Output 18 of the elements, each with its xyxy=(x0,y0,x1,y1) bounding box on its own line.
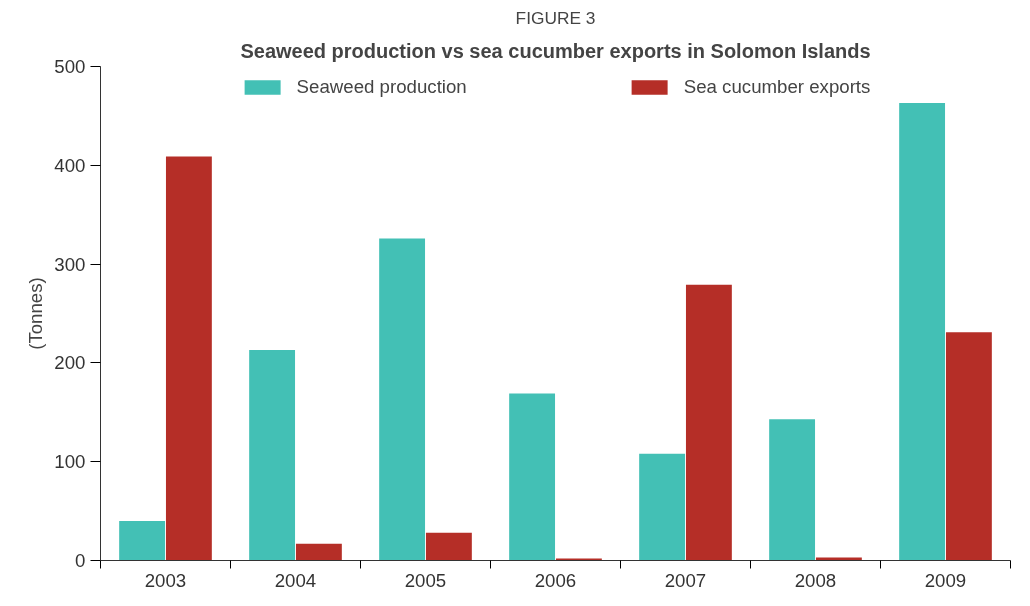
y-tick-label: 100 xyxy=(54,451,86,473)
legend-label: Sea cucumber exports xyxy=(683,76,871,98)
y-axis-title: (Tonnes) xyxy=(25,277,47,350)
chart-subtitle: Seaweed production vs sea cucumber exports in Solomon Islands xyxy=(240,39,871,62)
y-tick-label: 400 xyxy=(54,154,86,176)
x-tick-label: 2004 xyxy=(274,569,317,591)
x-tick-label: 2006 xyxy=(534,569,577,591)
y-tick-label: 300 xyxy=(54,253,86,275)
y-tick-label: 500 xyxy=(54,56,86,77)
chart-title: FIGURE 3 xyxy=(515,7,596,28)
x-tick-label: 2008 xyxy=(794,569,837,591)
legend-label: Seaweed production xyxy=(296,76,467,98)
x-tick-label: 2009 xyxy=(924,569,967,591)
x-tick-label: 2007 xyxy=(664,569,707,591)
x-tick-label: 2003 xyxy=(144,569,187,591)
x-tick-label: 2005 xyxy=(404,569,447,591)
y-tick-label: 200 xyxy=(54,352,86,374)
y-tick-label: 0 xyxy=(75,550,86,571)
